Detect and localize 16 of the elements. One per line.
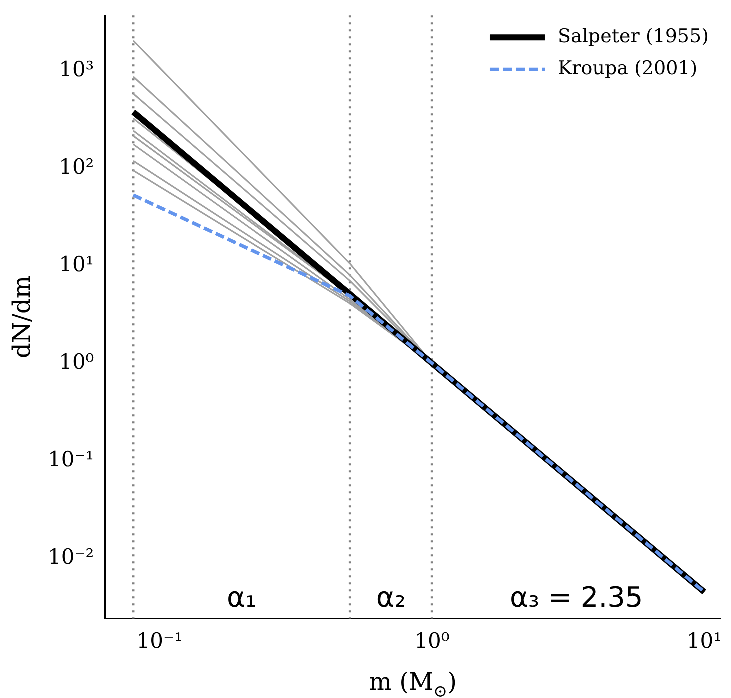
x-axis-title: m (M⊙) xyxy=(369,668,457,698)
y-tick-label: 10² xyxy=(59,154,94,179)
legend-label: Kroupa (2001) xyxy=(558,58,698,80)
x-tick-label: 10¹ xyxy=(686,628,722,653)
annotation: α₃ = 2.35 xyxy=(510,580,644,614)
y-axis-title: dN/dm xyxy=(8,276,36,358)
y-tick-label: 10⁰ xyxy=(59,350,94,374)
y-tick-label: 10⁻¹ xyxy=(48,447,94,472)
x-tick-label: 10⁰ xyxy=(414,628,450,653)
x-tick-label: 10⁻¹ xyxy=(136,628,183,653)
annotation: α₁ xyxy=(226,580,257,614)
y-tick-label: 10⁻² xyxy=(48,544,94,569)
legend-label: Salpeter (1955) xyxy=(558,26,710,48)
annotation: α₂ xyxy=(376,580,406,614)
y-tick-label: 10¹ xyxy=(59,252,94,276)
y-tick-label: 10³ xyxy=(59,57,94,82)
